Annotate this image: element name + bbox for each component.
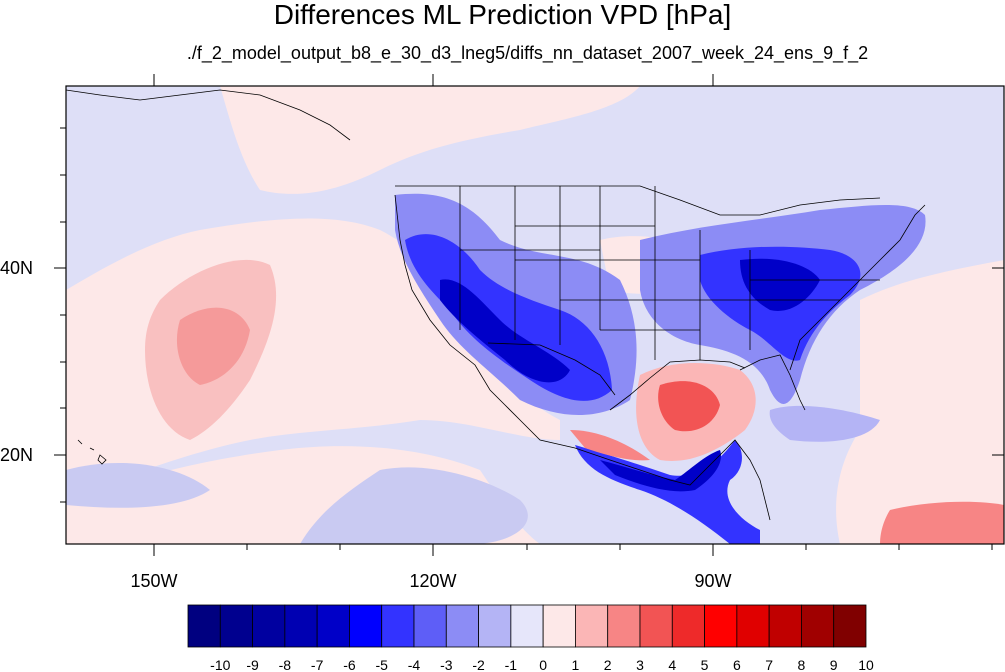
colorbar-box bbox=[316, 604, 350, 648]
hawaii-islands bbox=[77, 439, 107, 465]
southeast-corner-positive bbox=[880, 501, 1004, 544]
tropical-negative-band bbox=[66, 462, 210, 508]
colorbar-box bbox=[381, 604, 415, 648]
map-field bbox=[66, 86, 1004, 544]
colorbar-box bbox=[510, 604, 544, 648]
colorbar: -10 -9 -8 -7 -6 -5 -4 -3 -2 -1 0 1 2 3 4 5 6 7 8 9 10 bbox=[187, 604, 874, 672]
colorbar-label: -6 bbox=[343, 657, 356, 672]
caribbean-negative bbox=[769, 405, 880, 442]
axis-ticks bbox=[54, 74, 1004, 556]
colorbar-box bbox=[704, 604, 738, 648]
us-mexico-border bbox=[487, 342, 616, 396]
colorbar-box bbox=[478, 604, 512, 648]
y-tick-label: 20N bbox=[0, 445, 33, 465]
chart-title: Differences ML Prediction VPD [hPa] bbox=[273, 0, 732, 30]
colorbar-label: -7 bbox=[311, 657, 324, 672]
colorbar-box bbox=[801, 604, 835, 648]
colorbar-box bbox=[284, 604, 318, 648]
colorbar-box bbox=[575, 604, 609, 648]
colorbar-label: -10 bbox=[210, 657, 230, 672]
map-outlines bbox=[66, 89, 926, 521]
colorbar-box bbox=[187, 604, 221, 648]
mexico-positive-fringe bbox=[570, 430, 650, 461]
colorbar-label: 10 bbox=[858, 657, 874, 672]
subtropical-pacific-core bbox=[176, 307, 250, 385]
colorbar-box bbox=[252, 604, 286, 648]
gulf-positive-core bbox=[658, 381, 720, 432]
colorbar-box bbox=[413, 604, 447, 648]
atlantic-positive bbox=[836, 260, 1004, 544]
colorbar-label: 6 bbox=[733, 657, 741, 672]
mexico-negative-core bbox=[600, 450, 721, 492]
colorbar-label: 5 bbox=[701, 657, 709, 672]
colorbar-box bbox=[219, 604, 253, 648]
western-us-negative-mid bbox=[405, 234, 612, 401]
north-positive bbox=[220, 86, 640, 194]
colorbar-label: -4 bbox=[408, 657, 421, 672]
colorbar-label: -9 bbox=[246, 657, 259, 672]
colorbar-box bbox=[349, 604, 383, 648]
colorbar-label: 9 bbox=[830, 657, 838, 672]
us-canada-border bbox=[395, 185, 881, 216]
colorbar-box bbox=[671, 604, 705, 648]
colorbar-box bbox=[833, 604, 867, 648]
x-tick-label: 120W bbox=[409, 571, 456, 591]
y-tick-label: 40N bbox=[0, 258, 33, 278]
colorbar-label: 4 bbox=[668, 657, 676, 672]
alaska-coastline bbox=[66, 89, 351, 141]
eastern-us-negative-core bbox=[740, 258, 820, 311]
colorbar-label: -2 bbox=[472, 657, 485, 672]
colorbar-box bbox=[607, 604, 641, 648]
colorbar-label: -3 bbox=[440, 657, 453, 672]
western-us-negative-core bbox=[440, 279, 570, 383]
colorbar-label: -8 bbox=[279, 657, 292, 672]
colorbar-label: 0 bbox=[539, 657, 547, 672]
colorbar-box bbox=[736, 604, 770, 648]
x-tick-label: 90W bbox=[694, 571, 731, 591]
colorbar-box bbox=[639, 604, 673, 648]
chart-subtitle: ./f_2_model_output_b8_e_30_d3_lneg5/diff… bbox=[186, 43, 869, 63]
x-tick-label: 150W bbox=[130, 571, 177, 591]
colorbar-box bbox=[542, 604, 576, 648]
colorbar-label: 2 bbox=[604, 657, 612, 672]
colorbar-box bbox=[445, 604, 479, 648]
colorbar-box bbox=[768, 604, 802, 648]
colorbar-label: -5 bbox=[375, 657, 388, 672]
state-borders bbox=[459, 186, 880, 360]
gulf-coastline bbox=[609, 359, 746, 411]
colorbar-label: 7 bbox=[765, 657, 773, 672]
colorbar-label: 3 bbox=[636, 657, 644, 672]
east-pacific-negative bbox=[300, 467, 528, 544]
colorbar-label: -1 bbox=[505, 657, 518, 672]
colorbar-label: 1 bbox=[572, 657, 580, 672]
colorbar-label: 8 bbox=[798, 657, 806, 672]
